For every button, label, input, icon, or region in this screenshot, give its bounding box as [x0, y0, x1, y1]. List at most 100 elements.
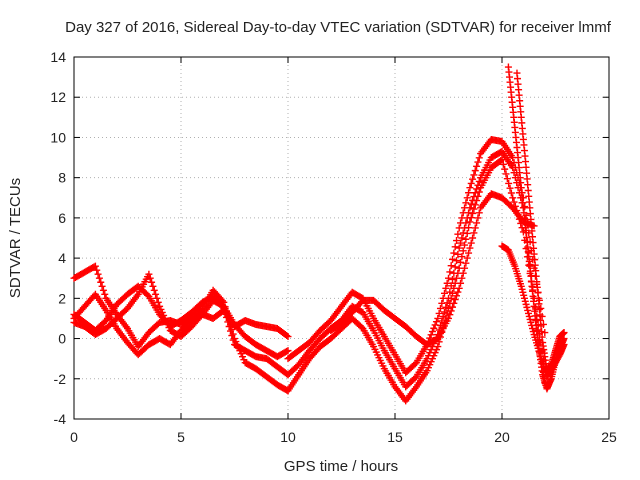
data-point	[445, 314, 452, 322]
data-point	[537, 304, 545, 312]
data-point	[461, 264, 469, 272]
data-point	[91, 262, 99, 270]
data-point	[466, 218, 474, 226]
data-point	[499, 160, 507, 168]
y-tick-label: 6	[58, 210, 66, 226]
data-point	[283, 332, 291, 340]
data-point	[439, 294, 447, 302]
series-sat-c	[70, 270, 292, 361]
data-point	[541, 329, 549, 337]
x-tick-label: 15	[387, 429, 403, 445]
data-point	[467, 200, 475, 208]
data-point	[465, 189, 473, 197]
data-point	[474, 214, 482, 222]
data-point	[428, 328, 436, 336]
data-point	[430, 324, 438, 332]
data-point	[473, 219, 481, 227]
data-point	[284, 347, 292, 355]
y-tick-label: 10	[50, 129, 66, 145]
data-point	[505, 179, 513, 187]
data-point	[145, 270, 153, 278]
data-point	[503, 175, 511, 183]
data-point	[457, 279, 465, 287]
data-point	[150, 286, 158, 294]
data-point	[471, 167, 479, 175]
series-sat-g	[284, 135, 549, 377]
data-point	[435, 309, 443, 317]
x-tick-label: 10	[280, 429, 296, 445]
axis-ticks: 0 5 10 15 20 25 -4 -2 0 2 4 6 8 10 12 14	[50, 49, 617, 445]
data-point	[469, 234, 477, 242]
x-tick-label: 20	[494, 429, 510, 445]
data-point	[446, 288, 454, 296]
data-point	[461, 204, 469, 212]
data-point	[469, 196, 477, 204]
data-point	[470, 171, 478, 179]
data-point	[144, 291, 152, 299]
data-point	[463, 194, 471, 202]
data-point	[458, 253, 466, 261]
x-tick-label: 0	[70, 429, 78, 445]
data-point	[455, 284, 463, 292]
data-point	[531, 303, 539, 311]
data-point	[411, 374, 419, 382]
grid	[74, 57, 609, 419]
data-point	[449, 275, 457, 283]
data-point	[358, 323, 366, 331]
data-point	[149, 282, 157, 290]
data-point	[459, 269, 467, 277]
data-point	[473, 185, 481, 193]
data-point	[432, 318, 440, 326]
data-point	[229, 336, 237, 344]
x-tick-label: 25	[601, 429, 617, 445]
data-point	[440, 308, 448, 316]
data-point	[510, 198, 518, 206]
data-point	[462, 199, 470, 207]
data-point	[283, 347, 291, 355]
data-point	[457, 219, 465, 227]
data-point	[467, 179, 475, 187]
data-point	[475, 209, 483, 217]
y-tick-label: -4	[54, 411, 67, 427]
y-tick-label: 2	[58, 290, 66, 306]
data-point	[506, 184, 514, 192]
series-sat-d	[70, 290, 292, 359]
data-point	[466, 184, 474, 192]
data-point	[450, 249, 458, 257]
y-tick-label: 0	[58, 331, 66, 347]
data-point	[455, 224, 463, 232]
data-point	[497, 157, 505, 165]
y-tick-label: -2	[54, 371, 67, 387]
data-point	[440, 289, 448, 297]
data-point	[447, 282, 455, 290]
data-point	[95, 274, 103, 282]
data-point	[459, 229, 467, 237]
data-point	[443, 279, 451, 287]
data-point	[507, 189, 515, 197]
data-point	[154, 298, 162, 306]
data-point	[98, 282, 106, 290]
data-point	[152, 290, 160, 298]
data-point	[471, 201, 479, 209]
data-point	[465, 249, 473, 257]
data-series	[70, 63, 568, 405]
data-point	[436, 304, 444, 312]
data-point	[228, 332, 236, 340]
data-point	[502, 170, 510, 178]
data-point	[411, 360, 419, 368]
data-point	[462, 259, 470, 267]
data-point	[469, 175, 477, 183]
data-point	[458, 234, 466, 242]
data-point	[467, 239, 475, 247]
data-point	[459, 247, 467, 255]
data-point	[439, 312, 447, 320]
y-tick-label: 4	[58, 250, 66, 266]
data-point	[521, 203, 529, 211]
data-point	[449, 303, 457, 311]
data-point	[427, 331, 435, 339]
data-point	[461, 241, 469, 249]
series-sat-e	[284, 156, 549, 405]
data-point	[446, 268, 454, 276]
data-point	[226, 327, 234, 335]
data-point	[454, 288, 462, 296]
